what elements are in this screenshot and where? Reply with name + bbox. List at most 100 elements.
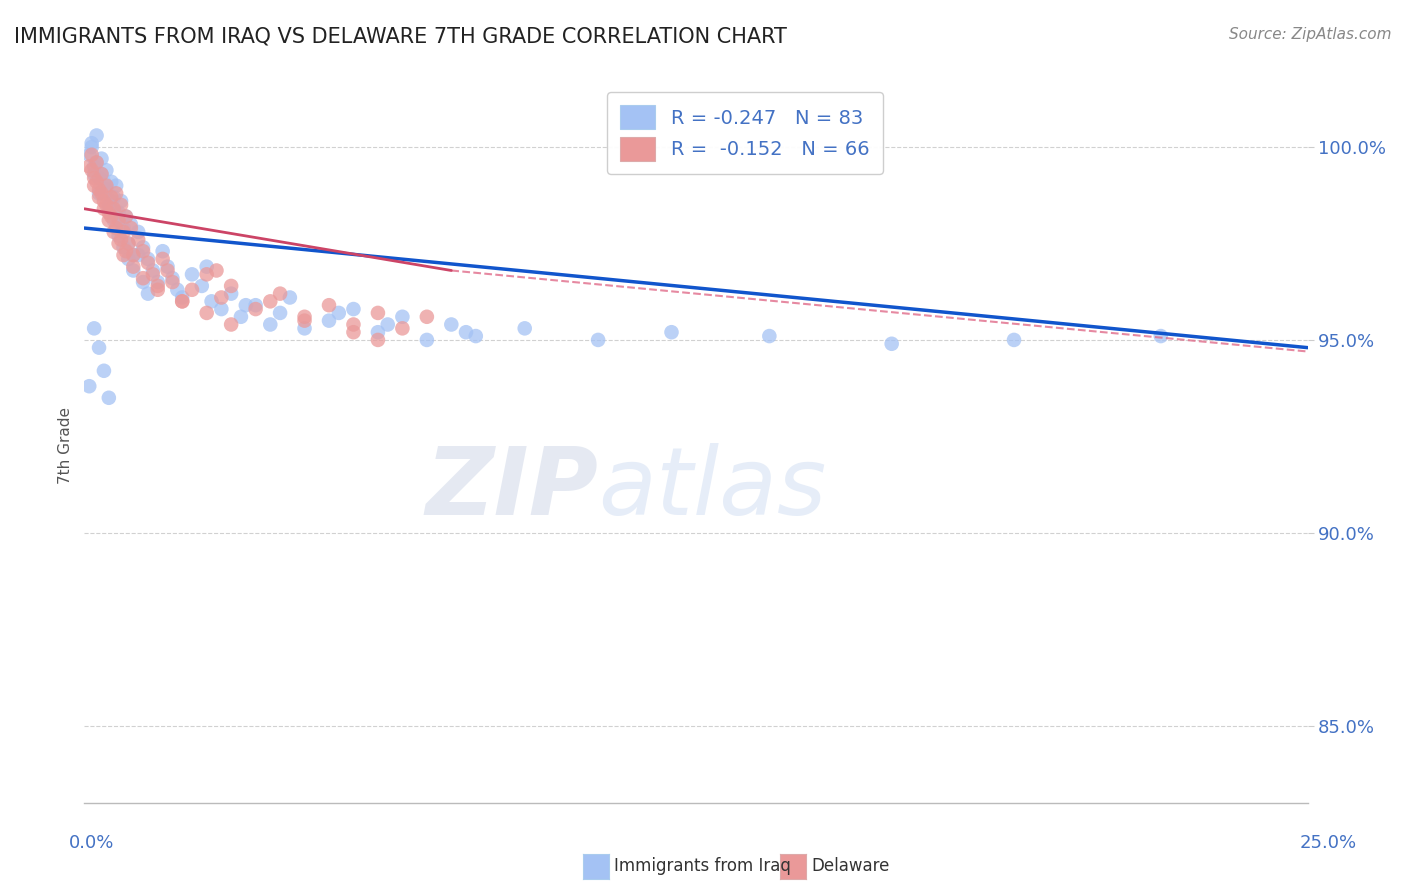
Point xyxy=(142,263,165,277)
Text: 25.0%: 25.0% xyxy=(1301,834,1357,852)
Point xyxy=(454,325,477,339)
Point xyxy=(110,217,132,231)
Point xyxy=(156,263,179,277)
Point xyxy=(97,213,120,227)
Point xyxy=(117,252,139,266)
Y-axis label: 7th Grade: 7th Grade xyxy=(58,408,73,484)
Point xyxy=(97,198,120,212)
Point xyxy=(100,210,122,224)
Point xyxy=(105,205,128,219)
Point xyxy=(377,318,399,332)
Point xyxy=(440,318,463,332)
Point xyxy=(122,248,145,262)
Point xyxy=(209,291,232,305)
Point xyxy=(259,294,281,309)
Text: Delaware: Delaware xyxy=(811,857,890,875)
Point xyxy=(586,333,609,347)
Point xyxy=(416,310,439,324)
Point xyxy=(90,167,112,181)
Point xyxy=(294,321,316,335)
Point xyxy=(86,175,108,189)
Point xyxy=(318,313,340,327)
Point xyxy=(122,248,145,262)
Point xyxy=(115,244,138,259)
Point xyxy=(110,233,132,247)
Point xyxy=(86,155,108,169)
Point xyxy=(245,298,267,312)
Point xyxy=(83,167,105,181)
Point xyxy=(328,306,350,320)
Point xyxy=(86,155,108,169)
Point xyxy=(136,252,159,266)
Point xyxy=(117,236,139,251)
Point xyxy=(342,325,364,339)
Point xyxy=(661,325,683,339)
Point xyxy=(191,279,214,293)
Point xyxy=(1002,333,1025,347)
Point xyxy=(107,228,129,243)
Point xyxy=(219,279,242,293)
Point xyxy=(97,202,120,216)
Point xyxy=(96,198,118,212)
Point xyxy=(93,194,115,208)
Point xyxy=(367,325,389,339)
Point xyxy=(112,248,135,262)
Point xyxy=(132,240,155,254)
Point xyxy=(96,163,118,178)
Point xyxy=(156,260,179,274)
Point xyxy=(166,283,188,297)
Text: Immigrants from Iraq: Immigrants from Iraq xyxy=(614,857,792,875)
Point xyxy=(132,244,155,259)
Point xyxy=(93,175,115,189)
Point xyxy=(391,321,413,335)
Point xyxy=(77,148,100,162)
Point xyxy=(97,391,120,405)
Point xyxy=(152,252,174,266)
Point xyxy=(259,318,281,332)
Text: 0.0%: 0.0% xyxy=(69,834,114,852)
Point xyxy=(172,294,194,309)
Point xyxy=(93,182,115,196)
Point xyxy=(122,260,145,274)
Point xyxy=(107,205,129,219)
Point xyxy=(132,271,155,285)
Point xyxy=(120,217,142,231)
Point xyxy=(100,190,122,204)
Point xyxy=(229,310,252,324)
Point xyxy=(342,318,364,332)
Point xyxy=(112,221,135,235)
Point xyxy=(142,268,165,282)
Point xyxy=(103,190,125,204)
Point xyxy=(80,140,103,154)
Point xyxy=(87,186,110,201)
Point xyxy=(152,244,174,259)
Point xyxy=(117,236,139,251)
Point xyxy=(80,136,103,151)
Point xyxy=(80,148,103,162)
Point xyxy=(195,268,218,282)
Point xyxy=(136,286,159,301)
Point xyxy=(132,275,155,289)
Point xyxy=(105,186,128,201)
Point xyxy=(464,329,486,343)
Point xyxy=(269,286,291,301)
Point xyxy=(758,329,780,343)
Point xyxy=(416,333,439,347)
Point xyxy=(90,167,112,181)
Point xyxy=(245,301,267,316)
Point xyxy=(195,260,218,274)
Point xyxy=(93,202,115,216)
Point xyxy=(181,283,204,297)
Point xyxy=(83,159,105,173)
Point xyxy=(115,210,138,224)
Point xyxy=(269,306,291,320)
Point xyxy=(127,233,149,247)
Point xyxy=(219,318,242,332)
Legend: R = -0.247   N = 83, R =  -0.152   N = 66: R = -0.247 N = 83, R = -0.152 N = 66 xyxy=(607,92,883,174)
Point xyxy=(146,283,169,297)
Point xyxy=(87,341,110,355)
Point xyxy=(105,178,128,193)
Point xyxy=(294,313,316,327)
Point xyxy=(107,236,129,251)
Point xyxy=(146,275,169,289)
